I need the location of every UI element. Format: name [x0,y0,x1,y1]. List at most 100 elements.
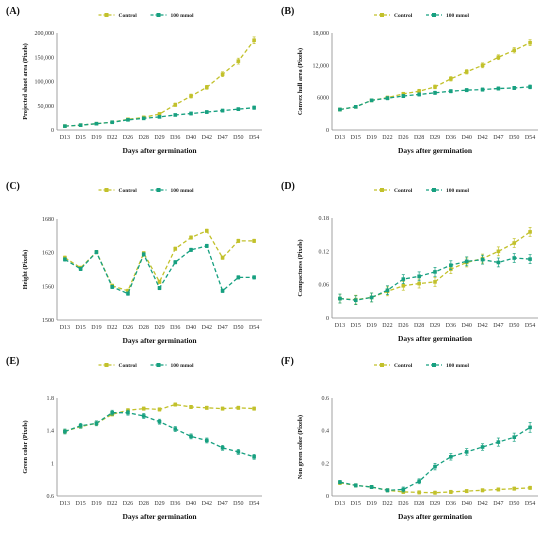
data-point [205,438,209,443]
data-point [110,410,114,415]
y-tick-label: 1680 [42,217,54,223]
data-point [512,86,517,90]
legend-label: 100 mmol [171,363,195,369]
data-point [480,257,485,262]
data-point [94,121,99,126]
data-point [126,410,130,415]
series-control [338,480,532,495]
data-point [433,85,437,89]
series-treatment [338,253,532,306]
y-axis-title: Green color (Pixels) [22,420,29,473]
x-axis-title: Days after germination [398,334,473,343]
data-point [189,434,193,439]
x-tick-label: D40 [462,135,472,141]
x-axis-title: Days after germination [398,146,473,155]
data-point [173,260,178,265]
legend-label: Control [119,13,138,19]
x-tick-label: D15 [351,501,361,507]
x-tick-label: D50 [509,501,519,507]
x-tick-label: D26 [398,135,408,141]
x-tick-label: D29 [154,135,164,141]
data-point [252,455,256,459]
data-point [78,123,83,127]
data-point [189,248,193,252]
data-point [141,252,146,257]
legend-label: Control [394,363,413,369]
data-point [205,85,209,90]
data-point [205,110,209,114]
y-tick-label: 18,000 [313,31,330,37]
y-tick-label: 0 [326,494,329,500]
x-tick-label: D40 [186,325,196,331]
data-point [528,425,532,430]
data-point [353,105,358,109]
x-tick-label: D19 [366,501,376,507]
x-tick-label: D19 [366,135,376,141]
x-tick-label: D54 [525,323,535,329]
data-point [157,280,162,284]
legend-marker [104,13,109,17]
x-axis-title: Days after germination [122,512,197,521]
data-point [236,107,241,111]
x-tick-label: D29 [154,501,164,507]
y-tick-label: 0 [51,128,54,134]
x-tick-label: D13 [335,135,345,141]
data-point [417,281,421,286]
x-tick-label: D50 [233,325,243,331]
legend-marker [156,13,161,17]
legend-label: Control [119,363,138,369]
legend-marker [156,363,161,367]
legend-label: 100 mmol [446,188,470,194]
x-tick-label: D29 [430,323,440,329]
legend-marker [432,13,436,17]
x-tick-label: D22 [382,135,392,141]
legend-marker [104,363,109,367]
x-tick-label: D13 [335,323,345,329]
y-tick-label: 150,000 [35,55,55,61]
x-tick-label: D13 [60,135,70,141]
series-control [338,227,532,305]
data-point [126,118,130,122]
data-point [173,246,178,251]
x-tick-label: D26 [123,135,133,141]
data-point [433,91,437,95]
data-point [157,407,162,412]
data-point [110,120,114,125]
x-tick-label: D15 [351,135,361,141]
y-tick-label: 0.12 [319,249,330,255]
data-point [94,250,99,254]
data-point [189,405,193,409]
data-point [464,259,469,264]
x-tick-label: D54 [525,135,535,141]
x-tick-label: D36 [170,501,180,507]
x-tick-label: D47 [217,135,227,141]
y-axis-title: Compactness (Pixels) [297,239,304,296]
series-treatment [63,409,256,460]
data-point [353,483,358,488]
data-point [126,289,130,293]
y-tick-label: 0.18 [319,216,330,222]
data-point [205,228,209,233]
x-tick-label: D36 [170,325,180,331]
data-point [252,105,256,110]
panel-label: (B) [281,6,294,17]
x-tick-label: D19 [91,325,101,331]
chart-panel-4: (D) Control 100 mmol 0 0.06 0.12 0.18 D13 D15 D19… [281,181,538,343]
x-tick-label: D26 [398,323,408,329]
y-axis-title: Height (Pixels) [22,250,29,290]
data-point [512,435,517,439]
data-point [205,406,209,410]
data-point [252,239,256,243]
data-point [433,280,437,284]
series-treatment [338,84,532,112]
x-axis-title: Days after germination [398,512,473,521]
y-tick-label: 1500 [42,318,54,324]
x-tick-label: D28 [414,501,424,507]
legend: Control 100 mmol [98,188,194,194]
data-point [496,86,501,91]
data-point [480,63,485,68]
y-tick-label: 1.4 [47,429,55,435]
data-point [401,92,406,96]
x-tick-label: D26 [123,325,133,331]
panel-label: (D) [281,181,295,192]
